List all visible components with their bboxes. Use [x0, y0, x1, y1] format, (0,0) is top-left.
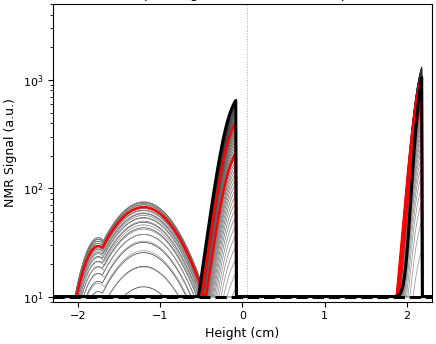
Text: Bead packing: Bead packing [104, 0, 199, 1]
Text: Kaolin paste: Kaolin paste [294, 0, 380, 1]
Y-axis label: NMR Signal (a.u.): NMR Signal (a.u.) [4, 98, 17, 207]
X-axis label: Height (cm): Height (cm) [205, 327, 279, 340]
